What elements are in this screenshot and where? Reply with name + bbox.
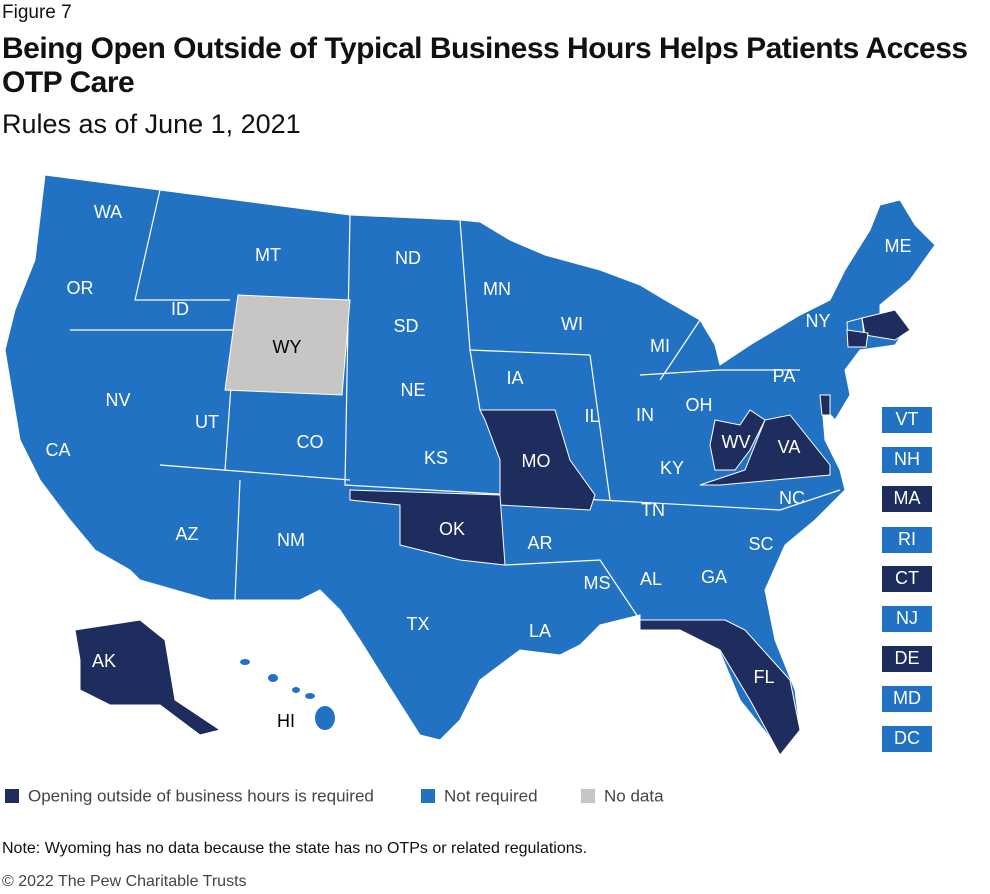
- state-label: DC: [894, 728, 920, 748]
- legend: Opening outside of business hours is req…: [5, 786, 664, 805]
- state-label: MI: [650, 336, 670, 356]
- small-state-box: [882, 726, 932, 752]
- state-label: CA: [45, 440, 70, 460]
- state-shape: [74, 619, 222, 736]
- small-state-box: [882, 606, 932, 632]
- state-label: PA: [773, 366, 796, 386]
- state-label: ND: [395, 248, 421, 268]
- legend-swatch: [421, 789, 435, 803]
- copyright: © 2022 The Pew Charitable Trusts: [2, 873, 247, 890]
- state-label: SD: [393, 316, 418, 336]
- state-shape: [479, 409, 596, 511]
- figure-label: Figure 7: [2, 2, 72, 23]
- subtitle: Rules as of June 1, 2021: [2, 109, 301, 139]
- small-state-box: [882, 566, 932, 592]
- state-label: WY: [273, 337, 302, 357]
- state-label: RI: [898, 529, 916, 549]
- state-border: [234, 479, 241, 601]
- state-label: NH: [894, 449, 920, 469]
- state-label: MD: [893, 688, 921, 708]
- state-border: [469, 349, 481, 411]
- state-label: ME: [885, 236, 912, 256]
- state-label: OH: [686, 395, 713, 415]
- us-map: WA MT ND MN WI MI ME OR ID WY SD NY NE IA IL IN OH PA NV UT…: [4, 174, 936, 756]
- state-label: TN: [641, 500, 665, 520]
- state-label: CT: [895, 568, 919, 588]
- state-label: MT: [255, 245, 281, 265]
- state-border: [599, 489, 841, 511]
- state-label: WA: [94, 202, 122, 222]
- state-label: ID: [171, 299, 189, 319]
- state-border: [659, 319, 701, 381]
- state-shape: [846, 329, 869, 348]
- state-label: WV: [722, 432, 751, 452]
- small-state-box: [882, 646, 932, 672]
- legend-label: Opening outside of business hours is req…: [28, 786, 374, 805]
- state-label: NJ: [896, 608, 918, 628]
- state-label: LA: [529, 621, 551, 641]
- state-shape: [639, 619, 801, 756]
- state-label: WI: [561, 314, 583, 334]
- state-label: NM: [277, 530, 305, 550]
- state-label: DE: [894, 648, 919, 668]
- legend-label: No data: [604, 786, 664, 805]
- state-border: [159, 464, 351, 481]
- state-label: SC: [748, 534, 773, 554]
- small-state-box: [882, 527, 932, 553]
- note: Note: Wyoming has no data because the st…: [2, 840, 587, 857]
- hawaii-island: [305, 693, 315, 699]
- state-label: VT: [895, 409, 918, 429]
- state-label: OR: [67, 278, 94, 298]
- small-state-box: [882, 407, 932, 433]
- state-label: IL: [584, 406, 599, 426]
- state-border: [504, 559, 641, 621]
- state-label: VA: [778, 437, 801, 457]
- state-shape: [349, 489, 506, 566]
- state-border: [589, 354, 611, 501]
- small-state-box: [882, 486, 932, 512]
- state-label: NC: [779, 488, 805, 508]
- state-label: AL: [640, 569, 662, 589]
- legend-label: Not required: [444, 786, 538, 805]
- hawaii-island: [268, 674, 278, 682]
- state-label: MO: [522, 451, 551, 471]
- state-shape: [224, 294, 351, 396]
- state-label: NV: [105, 390, 130, 410]
- state-label: MS: [584, 573, 611, 593]
- state-border: [639, 369, 800, 376]
- state-label: MA: [894, 488, 921, 508]
- state-shape: [709, 409, 766, 471]
- state-label: TX: [406, 614, 429, 634]
- state-label: NE: [400, 380, 425, 400]
- state-label: NY: [805, 311, 830, 331]
- state-label: OK: [439, 519, 465, 539]
- state-label: IA: [506, 368, 523, 388]
- state-label: AK: [92, 651, 116, 671]
- title-line-1: Being Open Outside of Typical Business H…: [2, 32, 968, 65]
- state-label: FL: [753, 667, 774, 687]
- hawaii-island: [240, 659, 250, 665]
- hawaii-island: [292, 687, 300, 693]
- state-label: GA: [701, 567, 727, 587]
- title-line-2: OTP Care: [2, 66, 134, 99]
- state-label: UT: [195, 412, 219, 432]
- hawaii-island: [315, 706, 335, 730]
- state-label: KY: [660, 458, 684, 478]
- state-label: AR: [527, 533, 552, 553]
- legend-swatch: [581, 789, 595, 803]
- state-shape: [699, 414, 831, 486]
- small-state-box: [882, 686, 932, 712]
- state-label: AZ: [175, 524, 198, 544]
- small-state-box: [882, 447, 932, 473]
- state-label: IN: [636, 405, 654, 425]
- state-label: MN: [483, 279, 511, 299]
- state-label: CO: [297, 432, 324, 452]
- state-shape: [819, 394, 831, 416]
- state-label: HI: [277, 711, 295, 731]
- state-border: [134, 189, 230, 301]
- legend-swatch: [5, 789, 19, 803]
- state-label: KS: [424, 448, 448, 468]
